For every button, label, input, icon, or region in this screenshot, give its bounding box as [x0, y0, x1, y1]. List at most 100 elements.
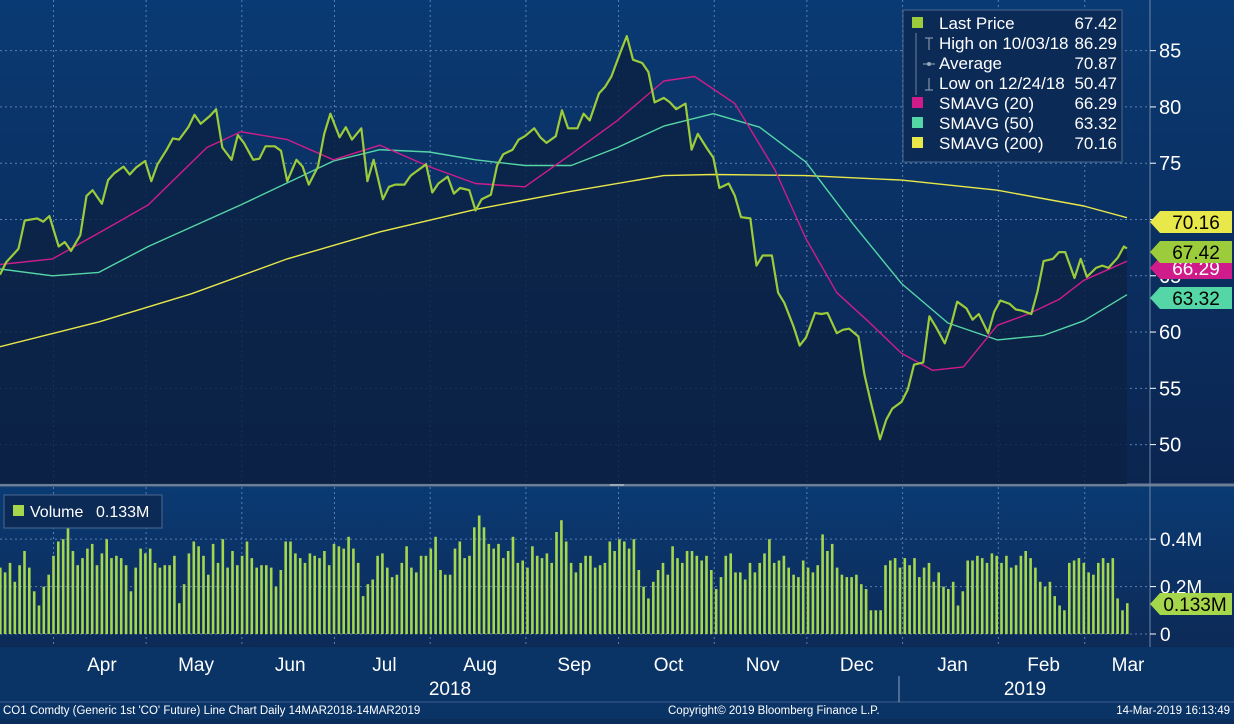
volume-bar: [768, 539, 771, 634]
volume-bar: [400, 562, 404, 634]
volume-bar: [971, 560, 974, 634]
volume-bar: [100, 553, 104, 634]
volume-bar: [763, 553, 766, 634]
volume-bar: [139, 548, 142, 634]
volume-value-tag-shape: [1150, 593, 1232, 615]
volume-bar: [729, 553, 732, 634]
value-tag-shape: [1150, 287, 1232, 309]
volume-tick-label: 0.4M: [1160, 530, 1202, 551]
volume-bar: [811, 572, 815, 634]
volume-bar: [569, 562, 573, 634]
series-lines: [0, 35, 1128, 441]
volume-bar: [710, 570, 713, 634]
month-tick-label: Nov: [746, 655, 780, 676]
month-tick-label: Oct: [654, 655, 684, 676]
volume-bar: [197, 546, 200, 634]
value-tag-text: 70.16: [1172, 213, 1220, 234]
volume-bar: [1116, 598, 1119, 634]
volume-bar: [492, 548, 495, 634]
volume-bar: [540, 558, 544, 634]
volume-bars: [0, 515, 1129, 634]
volume-bar: [531, 546, 534, 634]
volume-bar: [294, 553, 297, 634]
volume-bar: [57, 541, 60, 634]
legend-label: SMAVG (50): [939, 114, 1034, 133]
volume-bar: [168, 565, 171, 634]
volume-bar: [231, 551, 234, 634]
legend-label: Last Price: [939, 14, 1015, 33]
price-area: [0, 36, 1127, 484]
month-tick-label: Jul: [372, 655, 396, 676]
legend-box: [902, 9, 1123, 163]
volume-bar: [1058, 605, 1061, 634]
volume-bar: [182, 584, 186, 634]
volume-bar: [419, 555, 423, 634]
month-tick-label: Apr: [87, 655, 117, 676]
legend-row: Low on 12/24/18 50.47: [925, 74, 1117, 93]
volume-bar: [647, 598, 650, 634]
legend-label: Average: [939, 54, 1002, 73]
volume-bar: [922, 567, 926, 634]
volume-bar: [1053, 596, 1056, 634]
volume-bar: [61, 539, 65, 634]
year-label-2019: 2019: [1004, 679, 1046, 700]
volume-bar: [187, 553, 191, 634]
volume-bar: [337, 546, 341, 634]
volume-bar: [381, 553, 384, 634]
volume-bar: [787, 567, 790, 634]
volume-bar: [806, 567, 810, 634]
volume-bar: [545, 553, 549, 634]
volume-bar: [1019, 555, 1023, 634]
volume-bar: [342, 548, 345, 634]
volume-bar: [758, 562, 761, 634]
month-tick-label: Sep: [557, 655, 591, 676]
volume-bar: [221, 539, 225, 634]
volume-bar: [318, 558, 321, 634]
volume-bar: [1034, 567, 1037, 634]
volume-bar: [951, 581, 955, 634]
volume-bar: [115, 555, 118, 634]
volume-bar: [371, 579, 374, 634]
volume-bar: [47, 574, 50, 634]
volume-bar: [772, 562, 776, 634]
volume-bar: [613, 551, 616, 634]
volume-bar: [477, 515, 481, 634]
volume-bar: [1068, 562, 1071, 634]
volume-bar: [0, 567, 2, 634]
volume-bar: [148, 548, 152, 634]
volume-bar: [18, 565, 21, 634]
volume-bar: [652, 581, 655, 634]
volume-bar: [207, 574, 210, 634]
volume-bar: [860, 584, 863, 634]
value-tag-shape: [1150, 211, 1232, 233]
volume-bar: [598, 565, 602, 634]
volume-bar: [361, 596, 365, 634]
month-tick-label: Dec: [840, 655, 874, 676]
volume-bar: [1000, 562, 1003, 634]
volume-bar: [1087, 572, 1090, 634]
value-tag: 70.16: [1150, 211, 1232, 234]
volume-bar: [332, 543, 336, 634]
volume-legend-label: Volume: [30, 504, 83, 521]
volume-bar: [724, 555, 728, 634]
volume-bar: [1005, 555, 1008, 634]
last-value-tags: 66.29 70.16 67.42 63.32 0.133M: [1150, 211, 1232, 616]
volume-bar: [797, 577, 800, 634]
volume-bar: [323, 551, 326, 634]
volume-bar: [918, 577, 921, 634]
volume-bar: [463, 558, 466, 634]
price-area-fill: [0, 36, 1127, 484]
volume-bar: [327, 565, 331, 634]
volume-bar: [28, 567, 31, 634]
volume-bar: [579, 562, 582, 634]
volume-bar: [86, 548, 89, 634]
legend-value: 50.47: [1074, 74, 1117, 93]
volume-bar: [124, 565, 128, 634]
volume-bar: [3, 572, 7, 634]
volume-bar: [308, 553, 312, 634]
value-tag: 63.32: [1150, 287, 1232, 310]
volume-bar: [395, 574, 399, 634]
sma20-line: [0, 75, 1128, 371]
legend-swatch: [912, 117, 923, 128]
